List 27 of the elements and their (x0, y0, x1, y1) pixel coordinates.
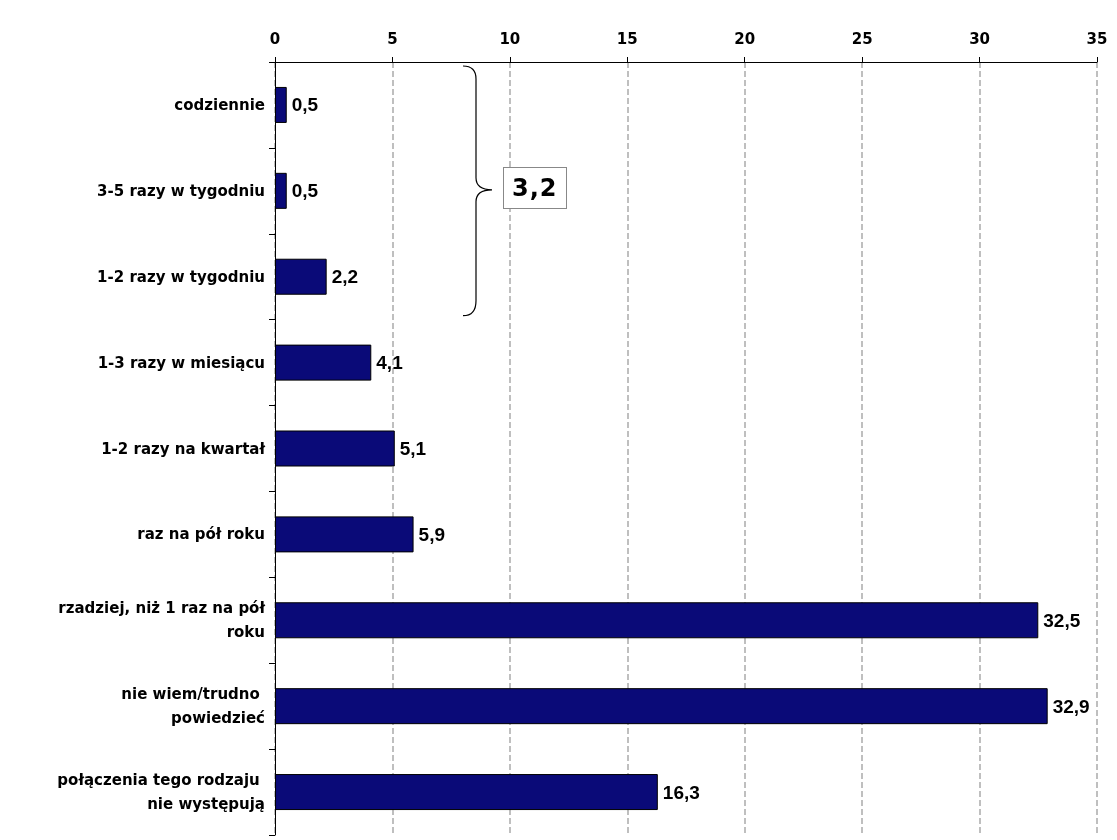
y-tick-label: nie wiem/trudno powiedzieć (121, 685, 266, 728)
x-tick-label: 25 (851, 29, 873, 48)
x-tick-label: 30 (969, 29, 991, 48)
y-tick-label: rzadziej, niż 1 raz na pół roku (58, 599, 266, 642)
data-label: 0,5 (291, 94, 319, 116)
data-label: 5,9 (418, 523, 445, 545)
data-label: 4,1 (376, 352, 404, 374)
annotation: 3,2 (503, 166, 567, 209)
x-tick-label: 20 (734, 29, 756, 48)
y-tick-label: 1-2 razy w tygodniu (97, 267, 265, 286)
data-label: 2,2 (331, 266, 359, 288)
x-tick-label: 15 (616, 29, 638, 48)
y-tick-label: 1-2 razy na kwartał (101, 439, 266, 458)
data-label: 16,3 (662, 781, 700, 803)
y-tick-label: 1-3 razy w miesiącu (97, 353, 265, 372)
data-label: 32,5 (1043, 609, 1081, 631)
data-label: 32,9 (1052, 695, 1090, 717)
x-tick-label: 35 (1086, 29, 1108, 48)
y-tick-label: raz na pół roku (137, 525, 265, 544)
data-label: 5,1 (399, 438, 427, 459)
y-tick-label: 3-5 razy w tygodniu (97, 181, 265, 200)
x-tick-label: 0 (269, 29, 281, 48)
data-label: 0,5 (291, 180, 319, 202)
y-tick-label: codziennie (174, 95, 265, 114)
x-tick-label: 10 (499, 29, 521, 48)
y-tick-label: połączenia tego rodzaju nie występują (57, 771, 265, 814)
x-tick-label: 5 (387, 29, 398, 48)
